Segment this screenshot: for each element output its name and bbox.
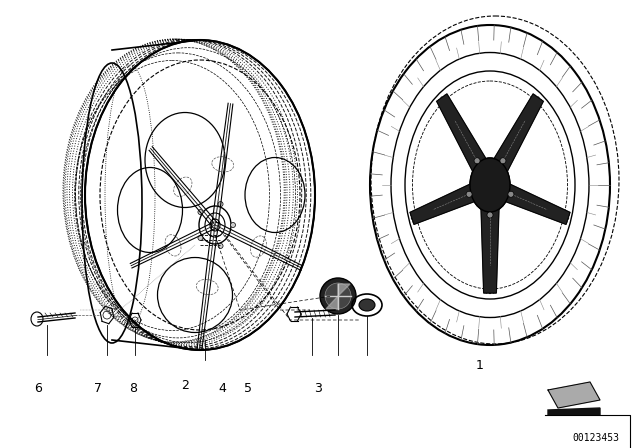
Circle shape xyxy=(487,212,493,218)
Circle shape xyxy=(466,191,472,197)
Circle shape xyxy=(198,236,203,241)
Polygon shape xyxy=(502,183,570,224)
Ellipse shape xyxy=(482,174,498,196)
Circle shape xyxy=(230,223,236,228)
Circle shape xyxy=(474,158,480,164)
Text: 2: 2 xyxy=(181,379,189,392)
Ellipse shape xyxy=(476,166,504,204)
Polygon shape xyxy=(481,207,499,293)
Text: 7: 7 xyxy=(94,382,102,395)
Circle shape xyxy=(508,191,514,197)
Circle shape xyxy=(500,158,506,164)
Polygon shape xyxy=(548,408,600,415)
Ellipse shape xyxy=(470,158,510,212)
Polygon shape xyxy=(410,183,477,224)
Circle shape xyxy=(487,212,493,218)
Text: 3: 3 xyxy=(314,382,322,395)
Text: 4: 4 xyxy=(218,382,226,395)
Circle shape xyxy=(218,202,223,207)
Text: 8: 8 xyxy=(129,382,137,395)
Circle shape xyxy=(320,278,356,314)
Polygon shape xyxy=(338,284,350,296)
Circle shape xyxy=(474,158,480,164)
Circle shape xyxy=(500,158,506,164)
Text: 1: 1 xyxy=(476,358,484,371)
Polygon shape xyxy=(548,382,600,408)
Ellipse shape xyxy=(470,158,510,212)
Circle shape xyxy=(325,283,351,309)
Ellipse shape xyxy=(359,299,375,311)
Circle shape xyxy=(508,191,514,197)
Polygon shape xyxy=(326,296,338,309)
Polygon shape xyxy=(436,94,488,172)
Text: 00123453: 00123453 xyxy=(573,433,620,443)
Text: 5: 5 xyxy=(244,382,252,395)
Text: 6: 6 xyxy=(34,382,42,395)
Circle shape xyxy=(218,243,223,249)
Circle shape xyxy=(198,210,203,215)
Polygon shape xyxy=(492,94,543,172)
Circle shape xyxy=(466,191,472,197)
